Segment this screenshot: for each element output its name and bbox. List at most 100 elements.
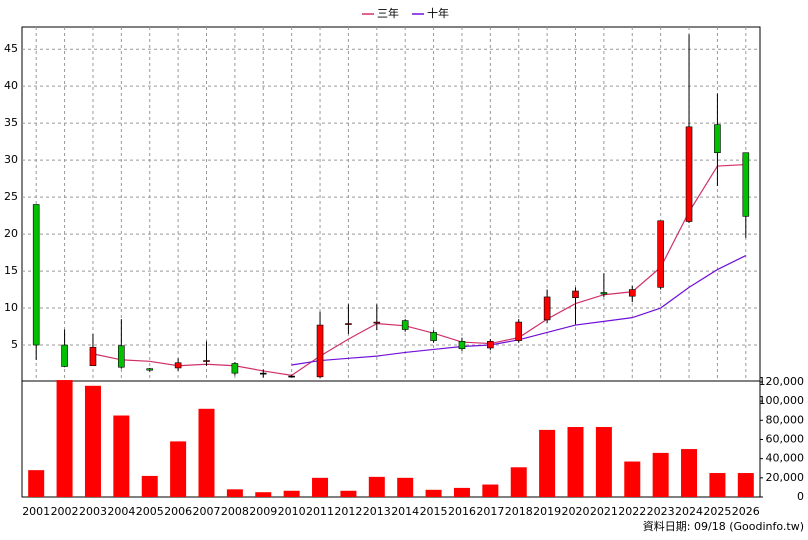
volume-bar — [28, 470, 45, 497]
y-tick-label: 0 — [797, 490, 804, 503]
volume-bar — [397, 477, 414, 497]
x-tick-label: 2012 — [334, 505, 362, 518]
volume-bar — [255, 492, 272, 497]
candle-body — [600, 292, 608, 295]
y-tick-label: 20,000 — [766, 471, 805, 484]
x-tick-label: 2017 — [476, 505, 504, 518]
volume-bar — [170, 441, 187, 497]
candle-body — [203, 360, 210, 362]
x-tick-label: 2014 — [391, 505, 419, 518]
y-tick-label: 120,000 — [759, 375, 805, 388]
candle-body — [288, 375, 295, 378]
candle-body — [373, 321, 381, 324]
y-tick-label: 25 — [4, 190, 18, 203]
volume-bar — [539, 429, 556, 497]
candle-body — [657, 220, 664, 288]
volume-bar — [510, 467, 527, 497]
candle-body — [316, 324, 324, 378]
candle-body — [685, 126, 693, 222]
candle-body — [430, 332, 437, 341]
volume-bar — [425, 489, 442, 497]
volume-bar — [84, 385, 101, 497]
volume-bar — [56, 380, 73, 497]
x-tick-label: 2009 — [249, 505, 277, 518]
y-tick-label: 80,000 — [766, 413, 805, 426]
x-tick-label: 2019 — [533, 505, 561, 518]
candle-body — [401, 320, 409, 330]
volume-bar — [141, 475, 158, 497]
x-tick-label: 2015 — [420, 505, 448, 518]
candle-body — [628, 289, 636, 297]
volume-bar — [595, 427, 612, 497]
volume-bar — [709, 473, 726, 497]
x-tick-label: 2026 — [732, 505, 760, 518]
volume-bar — [737, 473, 754, 497]
x-tick-label: 2005 — [136, 505, 164, 518]
candle-body — [742, 152, 750, 217]
x-tick-label: 2018 — [505, 505, 533, 518]
volume-bar — [283, 490, 300, 497]
price-panel — [21, 26, 761, 382]
volume-bar — [312, 477, 329, 497]
x-tick-label: 2004 — [107, 505, 135, 518]
volume-bar — [482, 484, 499, 497]
candle-body — [487, 341, 494, 349]
x-tick-label: 2024 — [675, 505, 703, 518]
volume-panel — [21, 380, 761, 498]
y-tick-label: 100,000 — [759, 394, 805, 407]
x-tick-label: 2022 — [618, 505, 646, 518]
candle-body — [231, 363, 239, 374]
y-tick-label: 45 — [4, 42, 18, 55]
volume-bar — [368, 476, 385, 497]
candle-body — [61, 344, 68, 367]
candle-body — [32, 204, 40, 346]
volume-bar — [340, 490, 357, 497]
candle-body — [515, 321, 523, 341]
x-tick-label: 2002 — [51, 505, 79, 518]
x-tick-label: 2013 — [363, 505, 391, 518]
volume-bar — [652, 452, 669, 497]
legend-label: 三年 — [377, 6, 399, 20]
y-tick-label: 30 — [4, 153, 18, 166]
candle-body — [259, 372, 267, 375]
y-tick-label: 10 — [4, 301, 18, 314]
candle-body — [89, 346, 97, 367]
ma-line — [92, 163, 746, 376]
candle-body — [714, 124, 721, 154]
y-tick-label: 40,000 — [766, 452, 805, 465]
candle-body — [572, 290, 579, 298]
x-tick-label: 2006 — [164, 505, 192, 518]
x-tick-label: 2010 — [278, 505, 306, 518]
candle-body — [345, 323, 352, 325]
y-tick-label: 40 — [4, 79, 18, 92]
x-tick-label: 2020 — [562, 505, 590, 518]
volume-bar — [226, 489, 243, 497]
y-tick-label: 35 — [4, 116, 18, 129]
x-tick-label: 2003 — [79, 505, 107, 518]
volume-bar — [567, 427, 584, 497]
y-tick-label: 60,000 — [766, 432, 805, 445]
candle-body — [146, 368, 154, 371]
volume-bar — [198, 408, 215, 497]
y-tick-label: 20 — [4, 227, 18, 240]
candle-body — [118, 345, 125, 368]
y-tick-label: 15 — [4, 264, 18, 277]
x-tick-label: 2008 — [221, 505, 249, 518]
x-tick-label: 2007 — [193, 505, 221, 518]
x-tick-label: 2011 — [306, 505, 334, 518]
x-tick-label: 2016 — [448, 505, 476, 518]
legend-label: 十年 — [427, 6, 449, 20]
candle-body — [543, 296, 551, 321]
volume-bar — [113, 415, 130, 497]
candle-body — [458, 341, 466, 350]
volume-bar — [453, 487, 470, 497]
x-tick-label: 2001 — [22, 505, 50, 518]
x-tick-label: 2025 — [703, 505, 731, 518]
volume-bar — [624, 461, 641, 497]
y-tick-label: 5 — [11, 338, 18, 351]
x-tick-label: 2023 — [647, 505, 675, 518]
footer: 資料日期: 09/18 (Goodinfo.tw) — [643, 519, 804, 533]
x-tick-label: 2021 — [590, 505, 618, 518]
candle-body — [174, 362, 182, 369]
